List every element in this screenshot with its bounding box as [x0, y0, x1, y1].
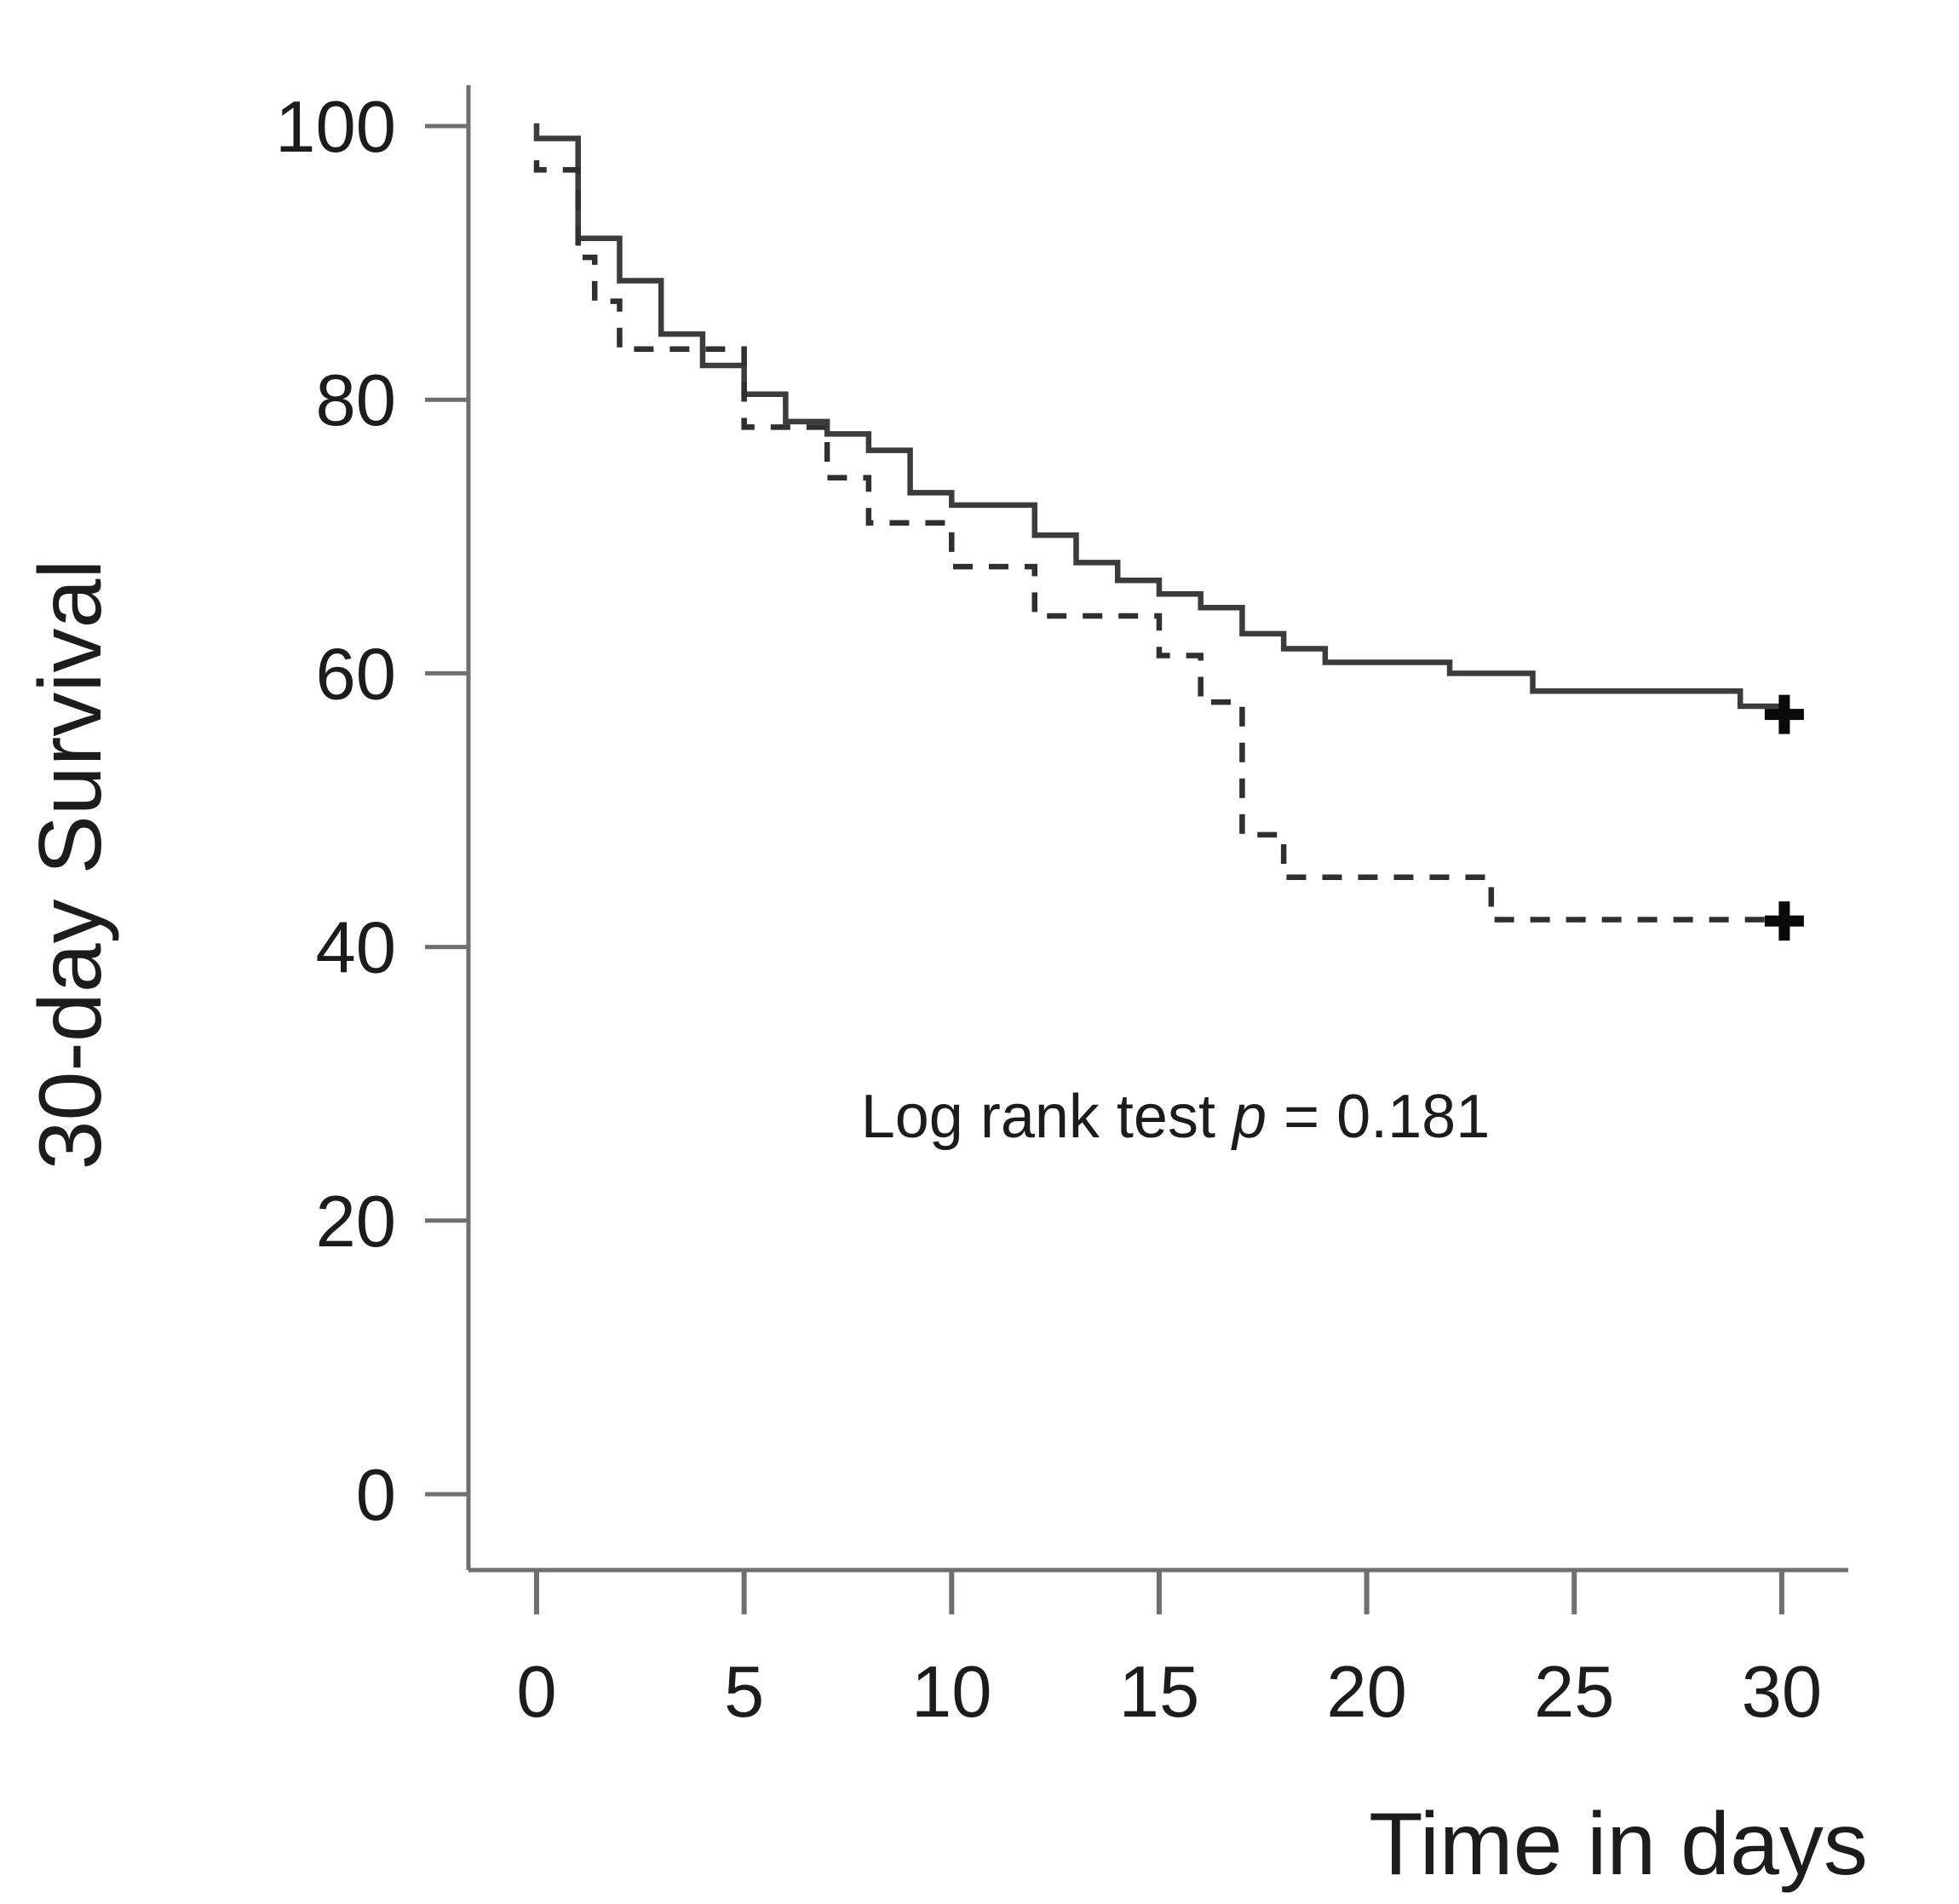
survival-curve-dashed	[533, 160, 1782, 923]
y-tick-label: 80	[315, 360, 396, 441]
y-tick-label: 0	[356, 1455, 396, 1536]
x-tick-label: 25	[1534, 1652, 1615, 1733]
y-tick-label: 40	[315, 908, 396, 989]
plot-layer: 100 80 60 40 20 0 0 5 10 15 20 25 30	[275, 85, 1848, 1733]
x-axis-title: Time in days	[1369, 1795, 1868, 1894]
x-tick-label: 0	[516, 1652, 556, 1733]
y-tick-label: 20	[315, 1182, 396, 1263]
annotation-p-symbol: p	[1231, 1083, 1267, 1151]
x-tick-label: 20	[1326, 1652, 1407, 1733]
annotation-prefix: Log rank test	[861, 1083, 1232, 1151]
log-rank-annotation: Log rank test p = 0.181	[861, 1083, 1491, 1151]
y-tick-label: 100	[275, 87, 396, 168]
annotation-suffix: = 0.181	[1267, 1083, 1490, 1151]
x-tick-label: 10	[911, 1652, 992, 1733]
y-tick-label: 60	[315, 634, 396, 715]
survival-curve-solid	[533, 123, 1782, 710]
y-axis-title: 30-day Survival	[21, 560, 120, 1171]
x-tick-label: 5	[724, 1652, 764, 1733]
x-tick-label: 15	[1119, 1652, 1200, 1733]
x-tick-label: 30	[1742, 1652, 1823, 1733]
